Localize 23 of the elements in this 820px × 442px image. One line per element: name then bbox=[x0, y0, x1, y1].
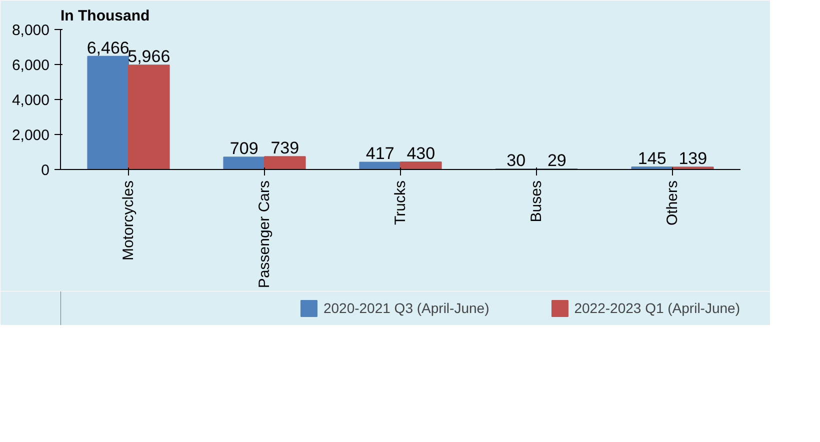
data-label: 139 bbox=[678, 149, 708, 168]
y-tick-label: 0 bbox=[41, 162, 50, 179]
data-label: 29 bbox=[547, 150, 566, 170]
legend-label: 2020-2021 Q3 (April-June) bbox=[323, 300, 490, 316]
x-tick-label: Buses bbox=[528, 180, 545, 222]
data-label: 30 bbox=[506, 150, 526, 170]
y-tick-label: 8,000 bbox=[12, 22, 50, 39]
y-tick-label: 6,000 bbox=[12, 57, 50, 74]
y-axis-title: In Thousand bbox=[60, 8, 150, 24]
data-label: 6,466 bbox=[86, 38, 130, 58]
data-label: 430 bbox=[406, 144, 436, 163]
y-tick-label: 2,000 bbox=[12, 127, 50, 144]
data-label: 709 bbox=[230, 139, 258, 158]
data-label: 5,966 bbox=[128, 47, 170, 66]
data-label: 739 bbox=[270, 138, 300, 158]
x-tick-label: Trucks bbox=[392, 180, 409, 225]
data-label: 417 bbox=[366, 144, 394, 164]
legend-label: 2022-2023 Q1 (April-June) bbox=[574, 300, 740, 316]
data-label: 145 bbox=[638, 148, 666, 168]
x-tick-label: Motorcycles bbox=[120, 180, 137, 261]
y-tick-label: 4,000 bbox=[12, 92, 50, 109]
x-tick-label: Passenger Cars bbox=[256, 180, 273, 288]
x-tick-label: Others bbox=[664, 180, 681, 226]
